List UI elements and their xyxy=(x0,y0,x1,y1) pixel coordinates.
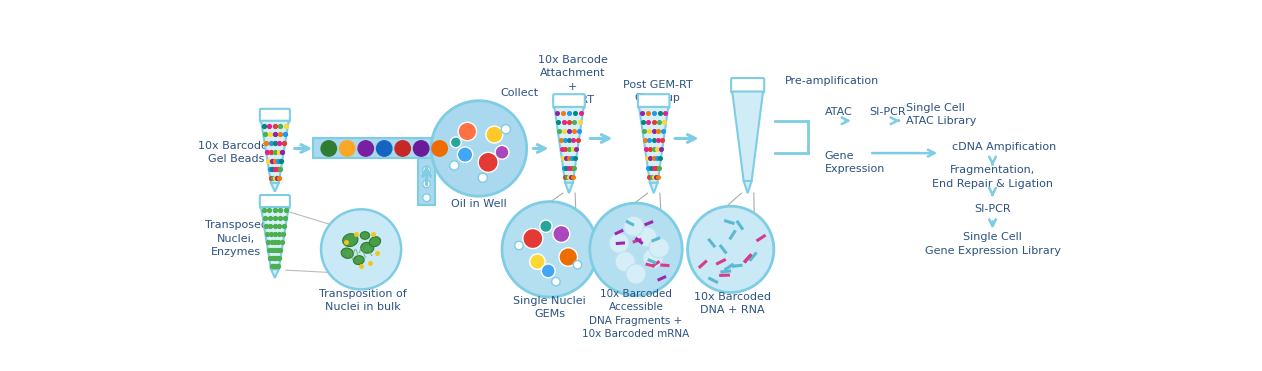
Ellipse shape xyxy=(353,256,365,265)
Text: Transposition of
Nuclei in bulk: Transposition of Nuclei in bulk xyxy=(319,289,406,312)
Circle shape xyxy=(423,166,430,174)
Polygon shape xyxy=(732,92,764,181)
Ellipse shape xyxy=(343,234,358,246)
FancyBboxPatch shape xyxy=(260,195,290,208)
Circle shape xyxy=(423,180,430,188)
Text: 10x Barcode
Attachment
+
GEM-RT: 10x Barcode Attachment + GEM-RT xyxy=(538,55,608,105)
Circle shape xyxy=(540,220,551,232)
Circle shape xyxy=(458,122,477,141)
FancyBboxPatch shape xyxy=(418,158,435,206)
Circle shape xyxy=(615,252,635,272)
Circle shape xyxy=(589,203,683,296)
Circle shape xyxy=(626,264,646,284)
Circle shape xyxy=(478,173,487,183)
Circle shape xyxy=(478,152,498,173)
Text: Collect: Collect xyxy=(500,88,538,98)
Circle shape xyxy=(541,264,555,278)
Text: Fragmentation,
End Repair & Ligation: Fragmentation, End Repair & Ligation xyxy=(933,165,1053,188)
Text: Transposed
Nuclei,
Enzymes: Transposed Nuclei, Enzymes xyxy=(204,220,268,257)
FancyBboxPatch shape xyxy=(553,94,584,108)
Circle shape xyxy=(551,278,560,286)
Ellipse shape xyxy=(376,141,392,156)
Ellipse shape xyxy=(339,141,355,156)
Ellipse shape xyxy=(432,141,447,156)
Text: 10x Barcoded
Accessible
DNA Fragments +
10x Barcoded mRNA: 10x Barcoded Accessible DNA Fragments + … xyxy=(582,289,689,339)
Text: Pre-amplification: Pre-amplification xyxy=(785,76,878,86)
Circle shape xyxy=(688,206,774,292)
Polygon shape xyxy=(639,107,669,183)
FancyBboxPatch shape xyxy=(731,78,765,93)
Polygon shape xyxy=(261,207,289,269)
Polygon shape xyxy=(554,107,583,183)
Polygon shape xyxy=(271,183,279,191)
Circle shape xyxy=(573,260,582,269)
Circle shape xyxy=(457,147,473,162)
Circle shape xyxy=(515,241,524,250)
Text: SI-PCR: SI-PCR xyxy=(974,204,1011,214)
Circle shape xyxy=(553,226,569,242)
Ellipse shape xyxy=(361,242,374,253)
Text: 10x Barcoded
DNA + RNA: 10x Barcoded DNA + RNA xyxy=(694,292,771,315)
Text: ATAC: ATAC xyxy=(824,106,852,116)
Text: Post GEM-RT
Cleanup: Post GEM-RT Cleanup xyxy=(622,80,693,103)
Ellipse shape xyxy=(414,141,429,156)
FancyBboxPatch shape xyxy=(260,109,290,122)
FancyBboxPatch shape xyxy=(637,94,669,108)
Circle shape xyxy=(559,248,578,266)
Circle shape xyxy=(637,227,656,247)
Text: Oil in Well: Oil in Well xyxy=(451,199,507,209)
Text: cDNA Ampification: cDNA Ampification xyxy=(953,142,1056,152)
Circle shape xyxy=(530,254,545,269)
Circle shape xyxy=(502,201,597,297)
Circle shape xyxy=(642,249,663,269)
Text: Single Cell
ATAC Library: Single Cell ATAC Library xyxy=(906,103,977,126)
Polygon shape xyxy=(261,121,289,183)
Ellipse shape xyxy=(358,141,374,156)
Circle shape xyxy=(486,126,502,143)
Circle shape xyxy=(649,238,669,258)
Circle shape xyxy=(610,233,628,253)
Ellipse shape xyxy=(370,237,381,247)
Polygon shape xyxy=(565,183,573,193)
FancyBboxPatch shape xyxy=(313,138,442,158)
Circle shape xyxy=(449,161,459,170)
Text: SI-PCR: SI-PCR xyxy=(870,106,906,116)
Circle shape xyxy=(432,101,526,196)
Ellipse shape xyxy=(395,141,410,156)
Text: 10x Barcoded
Gel Beads: 10x Barcoded Gel Beads xyxy=(198,141,275,164)
Circle shape xyxy=(451,137,461,148)
Polygon shape xyxy=(650,183,658,193)
Text: Single Cell
Gene Expression Library: Single Cell Gene Expression Library xyxy=(925,232,1060,256)
Circle shape xyxy=(522,229,543,249)
Ellipse shape xyxy=(341,248,353,258)
Text: Gene
Expression: Gene Expression xyxy=(824,151,885,174)
Circle shape xyxy=(321,209,401,289)
Polygon shape xyxy=(743,181,752,193)
Ellipse shape xyxy=(361,232,370,239)
Circle shape xyxy=(623,216,644,236)
Circle shape xyxy=(495,145,509,159)
Circle shape xyxy=(501,125,511,134)
Text: Single Nuclei
GEMs: Single Nuclei GEMs xyxy=(514,296,586,319)
Polygon shape xyxy=(271,269,279,278)
Circle shape xyxy=(423,194,430,201)
Ellipse shape xyxy=(321,141,337,156)
